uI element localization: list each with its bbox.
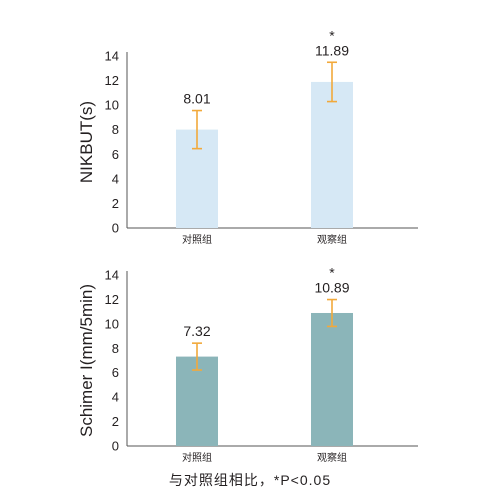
x-tick-label: 观察组 xyxy=(317,233,347,246)
y-tick-label: 10 xyxy=(105,98,119,113)
x-tick-label: 对照组 xyxy=(182,233,212,246)
y-tick-label: 4 xyxy=(112,171,119,186)
bar xyxy=(311,312,353,446)
error-bar xyxy=(192,109,202,150)
error-bar xyxy=(327,298,337,328)
x-tick-label: 观察组 xyxy=(317,451,347,464)
data-label: 7.32 xyxy=(183,323,210,339)
bar xyxy=(311,81,353,229)
y-tick-label: 8 xyxy=(112,341,119,356)
data-label: 11.89 xyxy=(315,42,349,58)
data-label: 10.89 xyxy=(314,280,349,296)
y-tick-label: 4 xyxy=(112,390,119,405)
y-axis-label: NIKBUT(s) xyxy=(77,101,96,183)
y-tick-label: 14 xyxy=(105,268,119,283)
y-tick-label: 12 xyxy=(105,292,119,307)
error-bar xyxy=(327,61,337,103)
y-tick-label: 2 xyxy=(112,414,119,429)
significance-marker: * xyxy=(329,27,335,43)
bar xyxy=(176,356,218,446)
error-bar xyxy=(192,342,202,371)
x-tick-label: 对照组 xyxy=(182,451,212,464)
y-tick-label: 0 xyxy=(112,439,119,454)
y-tick-label: 0 xyxy=(112,221,119,236)
y-tick-label: 6 xyxy=(112,147,119,162)
y-tick-label: 8 xyxy=(112,122,119,137)
y-tick-label: 10 xyxy=(105,316,119,331)
footnote: 与对照组相比，*P<0.05 xyxy=(168,472,332,488)
chart-nikbut: 0 2 4 6 8 10 12 14 NIKBUT(s) 8.01 对照组 11.89* 观察组 xyxy=(77,27,418,246)
y-axis-label: Schimer I(mm/5min) xyxy=(77,284,96,437)
chart-schirmer: 0 2 4 6 8 10 12 14 Schimer I(mm/5min) 7.32 对照组 10.8… xyxy=(77,265,418,464)
y-tick-label: 14 xyxy=(105,49,119,64)
y-tick-label: 6 xyxy=(112,365,119,380)
significance-marker: * xyxy=(329,265,335,281)
y-tick-label: 12 xyxy=(105,73,119,88)
y-tick-label: 2 xyxy=(112,196,119,211)
data-label: 8.01 xyxy=(183,91,210,107)
